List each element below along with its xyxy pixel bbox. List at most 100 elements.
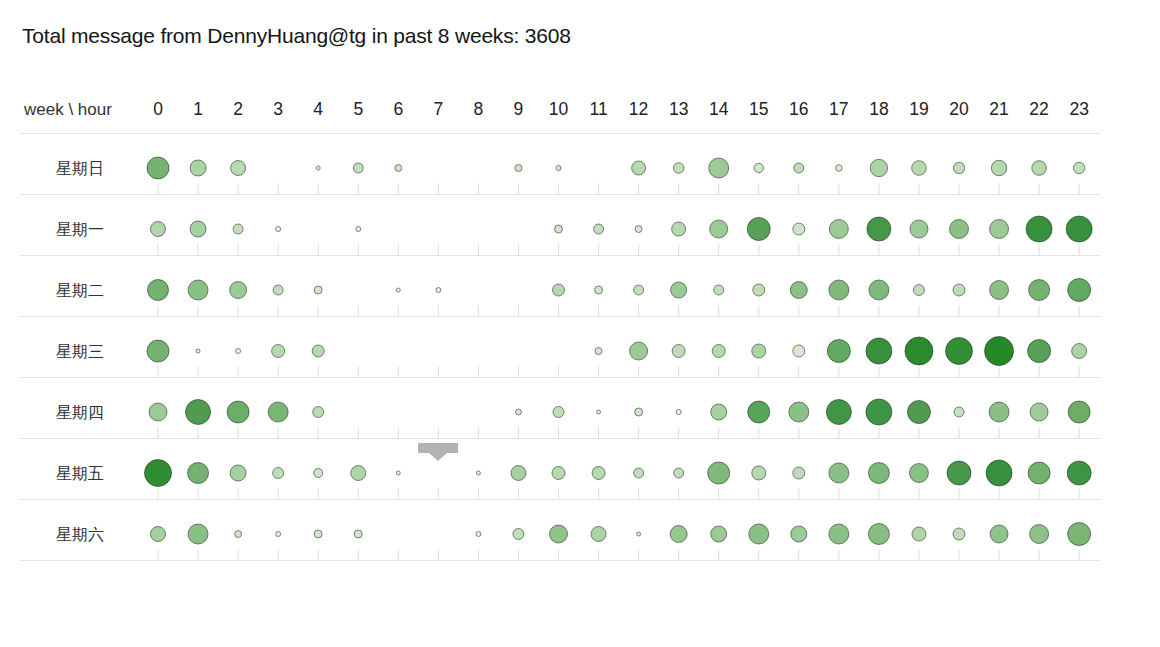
punch-circle (829, 220, 848, 239)
punch-circle (990, 220, 1009, 239)
punch-circle (990, 281, 1009, 300)
punch-circle (912, 161, 927, 176)
punch-circle (273, 285, 283, 295)
hour-label: 5 (353, 99, 363, 119)
punch-circle (632, 161, 646, 175)
punch-circle (190, 160, 206, 176)
punch-circle (316, 166, 320, 170)
punch-circle (515, 165, 522, 172)
punch-circle (1028, 340, 1051, 363)
punch-circle (869, 280, 889, 300)
day-label: 星期六 (56, 526, 104, 543)
punch-circle (752, 466, 766, 480)
punch-circle (1028, 462, 1050, 484)
punch-circle (990, 525, 1008, 543)
punch-circle (749, 524, 769, 544)
punch-circle (188, 524, 208, 544)
punch-circle (674, 468, 684, 478)
punch-circle (711, 404, 727, 420)
punch-circle (353, 163, 363, 173)
punch-circle (752, 344, 766, 358)
punch-circle (793, 467, 805, 479)
hour-label: 12 (629, 99, 648, 119)
hour-label: 13 (669, 99, 688, 119)
punch-circle (672, 222, 686, 236)
punch-circle (753, 284, 765, 296)
hour-label: 4 (313, 99, 323, 119)
punch-circle (712, 345, 725, 358)
punch-circle (866, 338, 892, 364)
punch-circle (953, 162, 964, 173)
punch-circle (513, 529, 524, 540)
punch-circle (276, 227, 281, 232)
punch-circle (670, 526, 687, 543)
punch-circle (985, 337, 1014, 366)
hour-label: 1 (193, 99, 203, 119)
punch-circle (1068, 279, 1091, 302)
punch-circle (953, 528, 965, 540)
punch-circle (395, 165, 402, 172)
hour-label: 11 (589, 99, 607, 119)
punch-circle (986, 460, 1012, 486)
punch-circle (591, 527, 606, 542)
punch-circle (268, 402, 288, 422)
punch-circle (351, 466, 366, 481)
axis-corner-label: week \ hour (23, 100, 112, 119)
punch-circle (595, 286, 603, 294)
day-label: 星期三 (56, 343, 104, 360)
punch-circle (634, 285, 644, 295)
punch-circle (634, 468, 644, 478)
punch-circle (836, 165, 843, 172)
punch-circle (790, 282, 807, 299)
punch-circle (748, 401, 770, 423)
punch-circle (190, 221, 206, 237)
scroll-handle[interactable] (418, 443, 458, 453)
day-label: 星期日 (56, 160, 104, 177)
punch-circle (1032, 161, 1047, 176)
punch-circle (436, 288, 441, 293)
punch-circle (947, 461, 971, 485)
punch-circle (829, 280, 849, 300)
punch-circle (635, 226, 642, 233)
punch-circle (991, 160, 1006, 175)
punch-circle (630, 342, 648, 360)
punch-circle (597, 410, 601, 414)
punch-circle (794, 163, 804, 173)
hour-label: 10 (549, 99, 569, 119)
punch-circle (791, 526, 807, 542)
punch-circle (476, 471, 480, 475)
punch-circle (870, 159, 887, 176)
punch-circle (709, 158, 729, 178)
punch-circle (553, 284, 565, 296)
punch-circle (946, 338, 973, 365)
punch-circle (186, 400, 211, 425)
punch-circle (909, 464, 928, 483)
punch-circle (1073, 162, 1084, 173)
punch-circle (1068, 523, 1091, 546)
punch-circle (747, 218, 770, 241)
punch-circle (950, 220, 969, 239)
punch-circle (868, 524, 889, 545)
punch-circle (910, 220, 928, 238)
punch-circle (230, 465, 246, 481)
punch-circle (1072, 344, 1087, 359)
scroll-handle-arrow-icon[interactable] (429, 453, 447, 461)
punch-circle (708, 462, 730, 484)
punch-circle (147, 157, 169, 179)
hour-label: 23 (1069, 99, 1088, 119)
punch-circle (635, 408, 643, 416)
punch-circle (637, 532, 641, 536)
punch-circle (829, 463, 849, 483)
day-label: 星期一 (56, 221, 104, 238)
punch-circle (273, 468, 284, 479)
punchcard-chart: week \ hour01234567891011121314151617181… (0, 0, 1160, 647)
hour-label: 20 (949, 99, 969, 119)
day-label: 星期四 (56, 404, 104, 421)
punch-circle (314, 286, 322, 294)
punch-circle (793, 345, 805, 357)
hour-label: 2 (233, 99, 243, 119)
punch-circle (868, 463, 889, 484)
punch-circle (188, 463, 209, 484)
punch-circle (314, 469, 323, 478)
punch-circle (793, 223, 805, 235)
